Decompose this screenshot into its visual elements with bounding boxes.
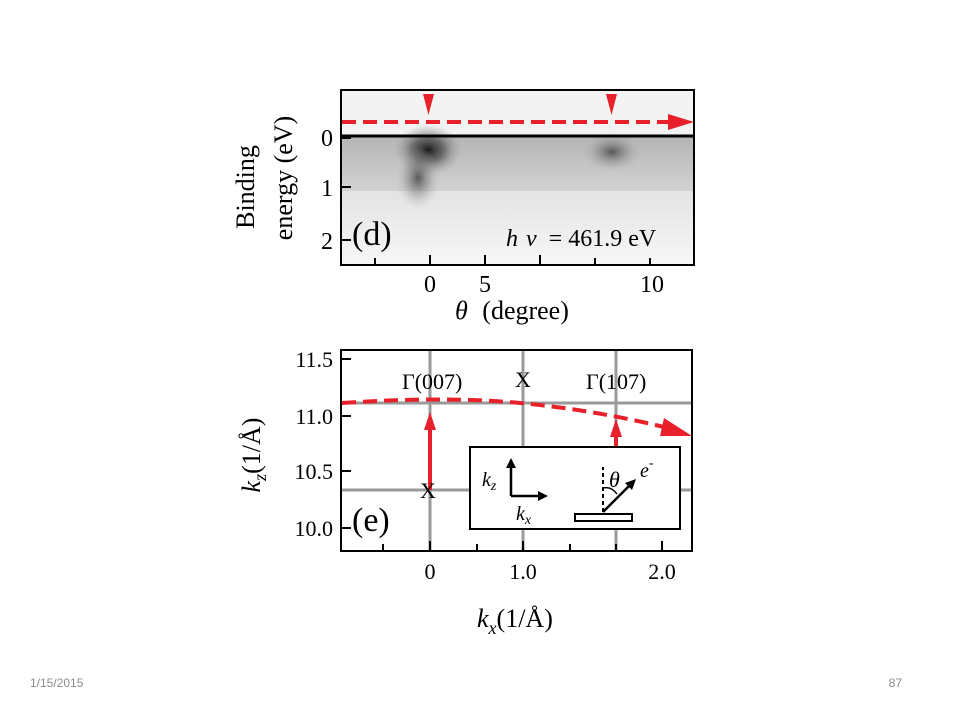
panel-d-xlabel-tick-10: 10 <box>640 272 664 298</box>
footer-page-number: 87 <box>888 676 902 690</box>
inset-electron-label: e- <box>640 456 654 482</box>
panel-e-ytick-label-11.0: 11.0 <box>295 404 333 429</box>
inset-kx-label: kx <box>516 503 532 528</box>
inset-theta-arc <box>602 486 618 495</box>
panel-d-ylabel-tick-1: 1 <box>321 176 333 202</box>
panel-e-ylabel: kz(1/Å) <box>237 418 270 493</box>
panel-d-xlabel: θ (degree) <box>455 296 569 325</box>
panel-d-photon-value: = 461.9 eV <box>549 226 657 252</box>
panel-d-marker-gamma007 <box>423 94 434 115</box>
panel-e: kz kx θ e- Γ(007) Γ(107) X X (e) 11.5 11… <box>237 347 693 638</box>
panel-d-ylabel-tick-2: 2 <box>321 229 333 255</box>
panel-d-red-arrowhead <box>668 114 694 130</box>
panel-d-ylabel-line1: Binding <box>231 145 260 229</box>
inset-kx-arrowhead <box>538 491 548 501</box>
panel-e-x-left-label: X <box>420 478 436 503</box>
inset-theta-label: θ <box>609 467 620 492</box>
panel-d-ylabel-tick-0: 0 <box>321 126 333 152</box>
inset-kz-arrowhead <box>506 458 516 468</box>
panel-e-xlabel: kx(1/Å) <box>477 604 553 638</box>
panel-e-xtick-label-0: 0 <box>425 559 436 584</box>
panel-d-ylabel-line2: energy (eV) <box>269 116 298 240</box>
inset-emission-arrow <box>602 483 632 513</box>
panel-d-xlabel-tick-5: 5 <box>479 272 491 298</box>
panel-d-peak-gamma107 <box>582 132 642 172</box>
panel-e-label: (e) <box>352 502 390 539</box>
inset-emission-arrowhead <box>625 479 636 490</box>
panel-d-marker-gamma107 <box>606 94 617 115</box>
panel-e-red-dashed-curve <box>341 397 669 430</box>
panel-e-gamma107-label: Γ(107) <box>586 369 646 394</box>
panel-d-peak-gamma007-tail <box>396 146 440 210</box>
panel-e-arrow-gamma007-head <box>424 412 436 430</box>
panel-e-ytick-label-11.5: 11.5 <box>295 347 333 372</box>
panel-e-ytick-label-10.5: 10.5 <box>295 459 334 484</box>
panel-e-x-top-label: X <box>515 367 531 392</box>
inset-kz-label: kz <box>482 469 497 494</box>
inset-sample <box>574 513 633 522</box>
panel-d-noise-upper <box>341 136 694 191</box>
panel-e-xtick-label-1.0: 1.0 <box>509 559 537 584</box>
panel-d: 0 1 2 0 5 10 Binding energy (eV) θ (degr… <box>231 89 695 325</box>
panel-d-xlabel-text: (degree) <box>482 296 569 325</box>
panel-d-photon-nu: ν <box>526 226 537 252</box>
panel-e-ytick-label-10.0: 10.0 <box>295 516 334 541</box>
panel-d-frame <box>340 89 695 266</box>
panel-e-arrow-gamma107-head <box>610 419 622 437</box>
panel-d-label: (d) <box>352 216 392 253</box>
panel-d-xlabel-tick-0: 0 <box>424 272 436 298</box>
panel-d-top-band <box>341 90 694 136</box>
panel-e-gamma007-label: Γ(007) <box>402 369 462 394</box>
footer-date: 1/15/2015 <box>30 676 84 690</box>
panel-d-photon-h: h <box>506 226 518 252</box>
panel-d-xlabel-theta: θ <box>455 296 468 325</box>
panel-d-photon-energy: h ν = 461.9 eV <box>506 226 657 252</box>
panel-e-xtick-label-2.0: 2.0 <box>648 559 676 584</box>
panel-e-red-curve-arrowhead <box>660 418 692 436</box>
panel-e-frame <box>340 349 693 552</box>
